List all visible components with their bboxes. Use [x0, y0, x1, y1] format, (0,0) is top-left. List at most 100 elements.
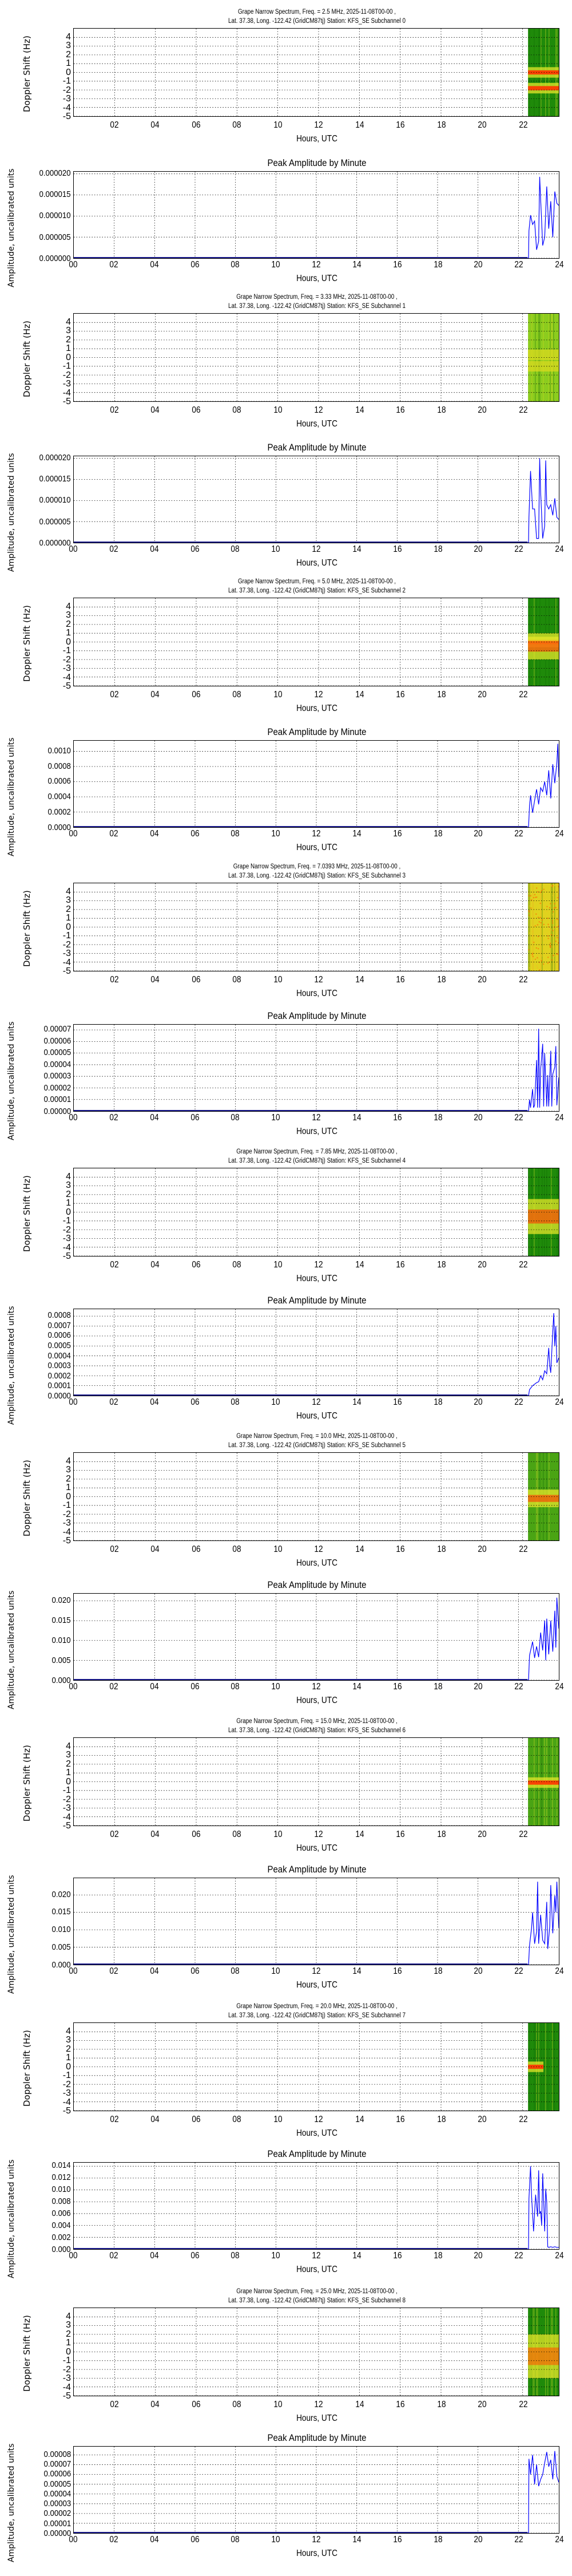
amplitude-y-tick: 0.0001 [47, 1381, 71, 1391]
spectrum-y-tick: 4 [66, 317, 71, 327]
spectrum-title-line2: Lat. 37.38, Long. -122.42 (GridCM87tj) S… [228, 1157, 406, 1164]
spectrum-x-tick: 20 [478, 1544, 487, 1554]
spectrum-y-tick: 1 [66, 1768, 71, 1777]
amplitude-x-tick: 14 [352, 2251, 362, 2261]
spectrum-y-tick: 0 [66, 352, 71, 362]
amplitude-y-axis-label: Amplitude, uncalibrated units [7, 453, 16, 572]
spectrum-y-tick: 2 [66, 1189, 71, 1199]
amplitude-y-tick: 0.00007 [43, 1024, 71, 1034]
amplitude-x-tick: 10 [271, 1966, 280, 1976]
amplitude-title: Peak Amplitude by Minute [267, 2148, 367, 2159]
spectrum-y-tick: -5 [62, 112, 71, 121]
spectrum-y-tick: 3 [66, 1465, 71, 1475]
amplitude-x-tick: 22 [514, 2251, 523, 2261]
spectrum-x-tick: 18 [436, 2400, 446, 2409]
amplitude-title: Peak Amplitude by Minute [267, 1295, 367, 1306]
amplitude-x-tick: 00 [69, 260, 78, 270]
spectrum-y-tick: 1 [66, 2338, 71, 2348]
amplitude-x-tick: 06 [190, 544, 200, 554]
spectrum-x-tick: 10 [273, 690, 283, 700]
spectrum-x-tick: 10 [273, 975, 283, 985]
spectrum-x-tick: 20 [478, 690, 487, 700]
amplitude-x-tick: 24 [555, 2251, 564, 2261]
amplitude-y-tick: 0.00007 [43, 2459, 71, 2469]
spectrum-x-tick: 10 [273, 1830, 283, 1839]
spectrum-y-axis-label: Doppler Shift (Hz) [22, 35, 32, 112]
spectrum-y-tick: 3 [66, 41, 71, 50]
spectrum-y-tick: 3 [66, 326, 71, 335]
spectrum-title-line1: Grape Narrow Spectrum, Freq. = 20.0 MHz,… [236, 2003, 398, 2010]
amplitude-y-tick: 0.015 [51, 1615, 71, 1625]
amplitude-y-tick: 0.004 [51, 2221, 71, 2231]
spectrum-x-tick: 22 [518, 2115, 528, 2124]
spectrum-x-tick: 06 [191, 120, 201, 130]
amplitude-x-axis-label: Hours, UTC [296, 2265, 337, 2274]
spectrum-x-tick: 16 [396, 120, 405, 130]
spectrum-x-tick: 10 [273, 1544, 283, 1554]
amplitude-x-tick: 02 [109, 829, 118, 839]
spectrum-x-tick: 10 [273, 405, 283, 415]
amplitude-x-tick: 18 [433, 1113, 443, 1123]
spectrum-x-tick: 04 [150, 1830, 160, 1839]
spectrum-x-tick: 02 [109, 1830, 119, 1839]
spectrum-y-tick: -1 [62, 931, 71, 941]
spectrum-x-tick: 02 [109, 1260, 119, 1270]
amplitude-y-tick: 0.00001 [43, 1095, 71, 1105]
spectrum-x-tick: 02 [109, 690, 119, 700]
spectrum-title-line2: Lat. 37.38, Long. -122.42 (GridCM87tj) S… [228, 303, 406, 310]
amplitude-x-tick: 14 [352, 1966, 362, 1976]
amplitude-x-axis-label: Hours, UTC [296, 2549, 337, 2558]
amplitude-y-axis-label: Amplitude, uncalibrated units [7, 1306, 16, 1425]
amplitude-y-tick: 0.0008 [47, 1310, 71, 1321]
amplitude-x-tick: 12 [312, 829, 321, 839]
amplitude-y-tick: 0.00003 [43, 1071, 71, 1081]
amplitude-x-tick: 16 [393, 829, 402, 839]
spectrum-y-tick: -5 [62, 966, 71, 976]
channel-block-4: Grape Narrow Spectrum, Freq. = 7.85 MHz,… [0, 1145, 572, 1431]
amplitude-x-tick: 12 [312, 1113, 321, 1123]
amplitude-x-tick: 10 [271, 1113, 280, 1123]
spectrum-x-axis-label: Hours, UTC [296, 134, 337, 144]
amplitude-y-tick: 0.00008 [43, 2449, 71, 2459]
amplitude-title: Peak Amplitude by Minute [267, 726, 367, 737]
spectrum-y-tick: 2 [66, 2329, 71, 2339]
spectrum-x-tick: 06 [191, 690, 201, 700]
spectrum-y-tick: -2 [62, 85, 71, 95]
spectrum-y-tick: 2 [66, 2044, 71, 2054]
spectrum-y-tick: -1 [62, 76, 71, 86]
amplitude-y-tick: 0.00000 [43, 1107, 71, 1116]
amplitude-x-tick: 18 [433, 544, 443, 554]
amplitude-y-axis-label: Amplitude, uncalibrated units [7, 1590, 16, 1709]
spectrum-title-line1: Grape Narrow Spectrum, Freq. = 3.33 MHz,… [236, 294, 398, 301]
spectrum-x-tick: 08 [232, 1830, 241, 1839]
amplitude-y-tick: 0.0006 [47, 776, 71, 787]
amplitude-x-tick: 22 [514, 544, 523, 554]
channel-block-1: Grape Narrow Spectrum, Freq. = 3.33 MHz,… [0, 286, 572, 572]
channel-block-3: Grape Narrow Spectrum, Freq. = 7.0393 MH… [0, 859, 572, 1145]
spectrum-y-tick: 1 [66, 343, 71, 353]
amplitude-y-tick: 0.000 [51, 1960, 71, 1970]
amplitude-x-tick: 08 [231, 1397, 240, 1407]
spectrum-y-tick: -5 [62, 2106, 71, 2116]
amplitude-y-axis-label: Amplitude, uncalibrated units [7, 2443, 16, 2562]
amplitude-x-tick: 18 [433, 1966, 443, 1976]
amplitude-y-tick: 0.012 [51, 2172, 71, 2183]
amplitude-x-tick: 14 [352, 544, 362, 554]
spectrum-y-tick: 0 [66, 1491, 71, 1502]
amplitude-x-tick: 10 [271, 829, 280, 839]
spectrum-x-tick: 04 [150, 1260, 160, 1270]
amplitude-line-plot [73, 1593, 559, 1681]
amplitude-y-tick: 0.0007 [47, 1320, 71, 1330]
spectrum-x-tick: 06 [191, 405, 201, 415]
amplitude-y-axis-label: Amplitude, uncalibrated units [7, 2159, 16, 2278]
spectrum-x-tick: 18 [436, 690, 446, 700]
amplitude-y-tick: 0.008 [51, 2196, 71, 2207]
amplitude-series-line [74, 458, 559, 543]
channel-block-7: Grape Narrow Spectrum, Freq. = 20.0 MHz,… [0, 2003, 572, 2290]
amplitude-x-tick: 00 [69, 1113, 78, 1123]
spectrum-x-axis-label: Hours, UTC [296, 704, 337, 713]
spectrum-title-line1: Grape Narrow Spectrum, Freq. = 7.0393 MH… [233, 863, 401, 870]
spectrum-y-tick: -1 [62, 1785, 71, 1795]
spectrum-x-tick: 04 [150, 2400, 160, 2409]
amplitude-y-tick: 0.010 [51, 1925, 71, 1935]
